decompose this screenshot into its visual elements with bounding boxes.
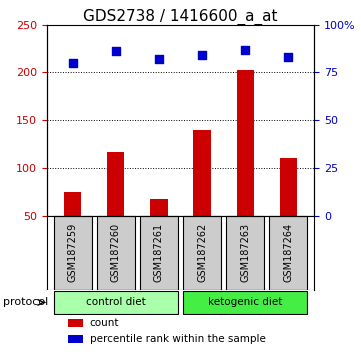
Point xyxy=(242,47,248,52)
Bar xyxy=(140,216,178,290)
Bar xyxy=(269,216,307,290)
Bar xyxy=(150,199,168,216)
Bar xyxy=(183,291,307,314)
Point xyxy=(113,48,119,54)
Bar xyxy=(236,70,254,216)
Text: GSM187263: GSM187263 xyxy=(240,223,250,282)
Point xyxy=(70,60,76,66)
Text: percentile rank within the sample: percentile rank within the sample xyxy=(90,334,266,344)
Text: GSM187264: GSM187264 xyxy=(283,223,293,282)
Point xyxy=(199,52,205,58)
Bar xyxy=(64,192,81,216)
Text: GSM187262: GSM187262 xyxy=(197,223,207,282)
Bar xyxy=(54,216,92,290)
Bar xyxy=(280,158,297,216)
Text: protocol: protocol xyxy=(3,297,48,307)
Text: GSM187261: GSM187261 xyxy=(154,223,164,282)
Bar xyxy=(68,335,83,343)
Bar xyxy=(68,319,83,327)
Text: control diet: control diet xyxy=(86,297,146,307)
Bar xyxy=(183,216,221,290)
Text: count: count xyxy=(90,318,119,328)
Bar xyxy=(107,152,125,216)
Text: GSM187260: GSM187260 xyxy=(111,223,121,282)
Text: ketogenic diet: ketogenic diet xyxy=(208,297,282,307)
Title: GDS2738 / 1416600_a_at: GDS2738 / 1416600_a_at xyxy=(83,8,278,25)
Bar xyxy=(226,216,264,290)
Point xyxy=(285,55,291,60)
Bar xyxy=(97,216,135,290)
Bar xyxy=(54,291,178,314)
Bar xyxy=(193,130,211,216)
Text: GSM187259: GSM187259 xyxy=(68,223,78,282)
Point xyxy=(156,56,162,62)
